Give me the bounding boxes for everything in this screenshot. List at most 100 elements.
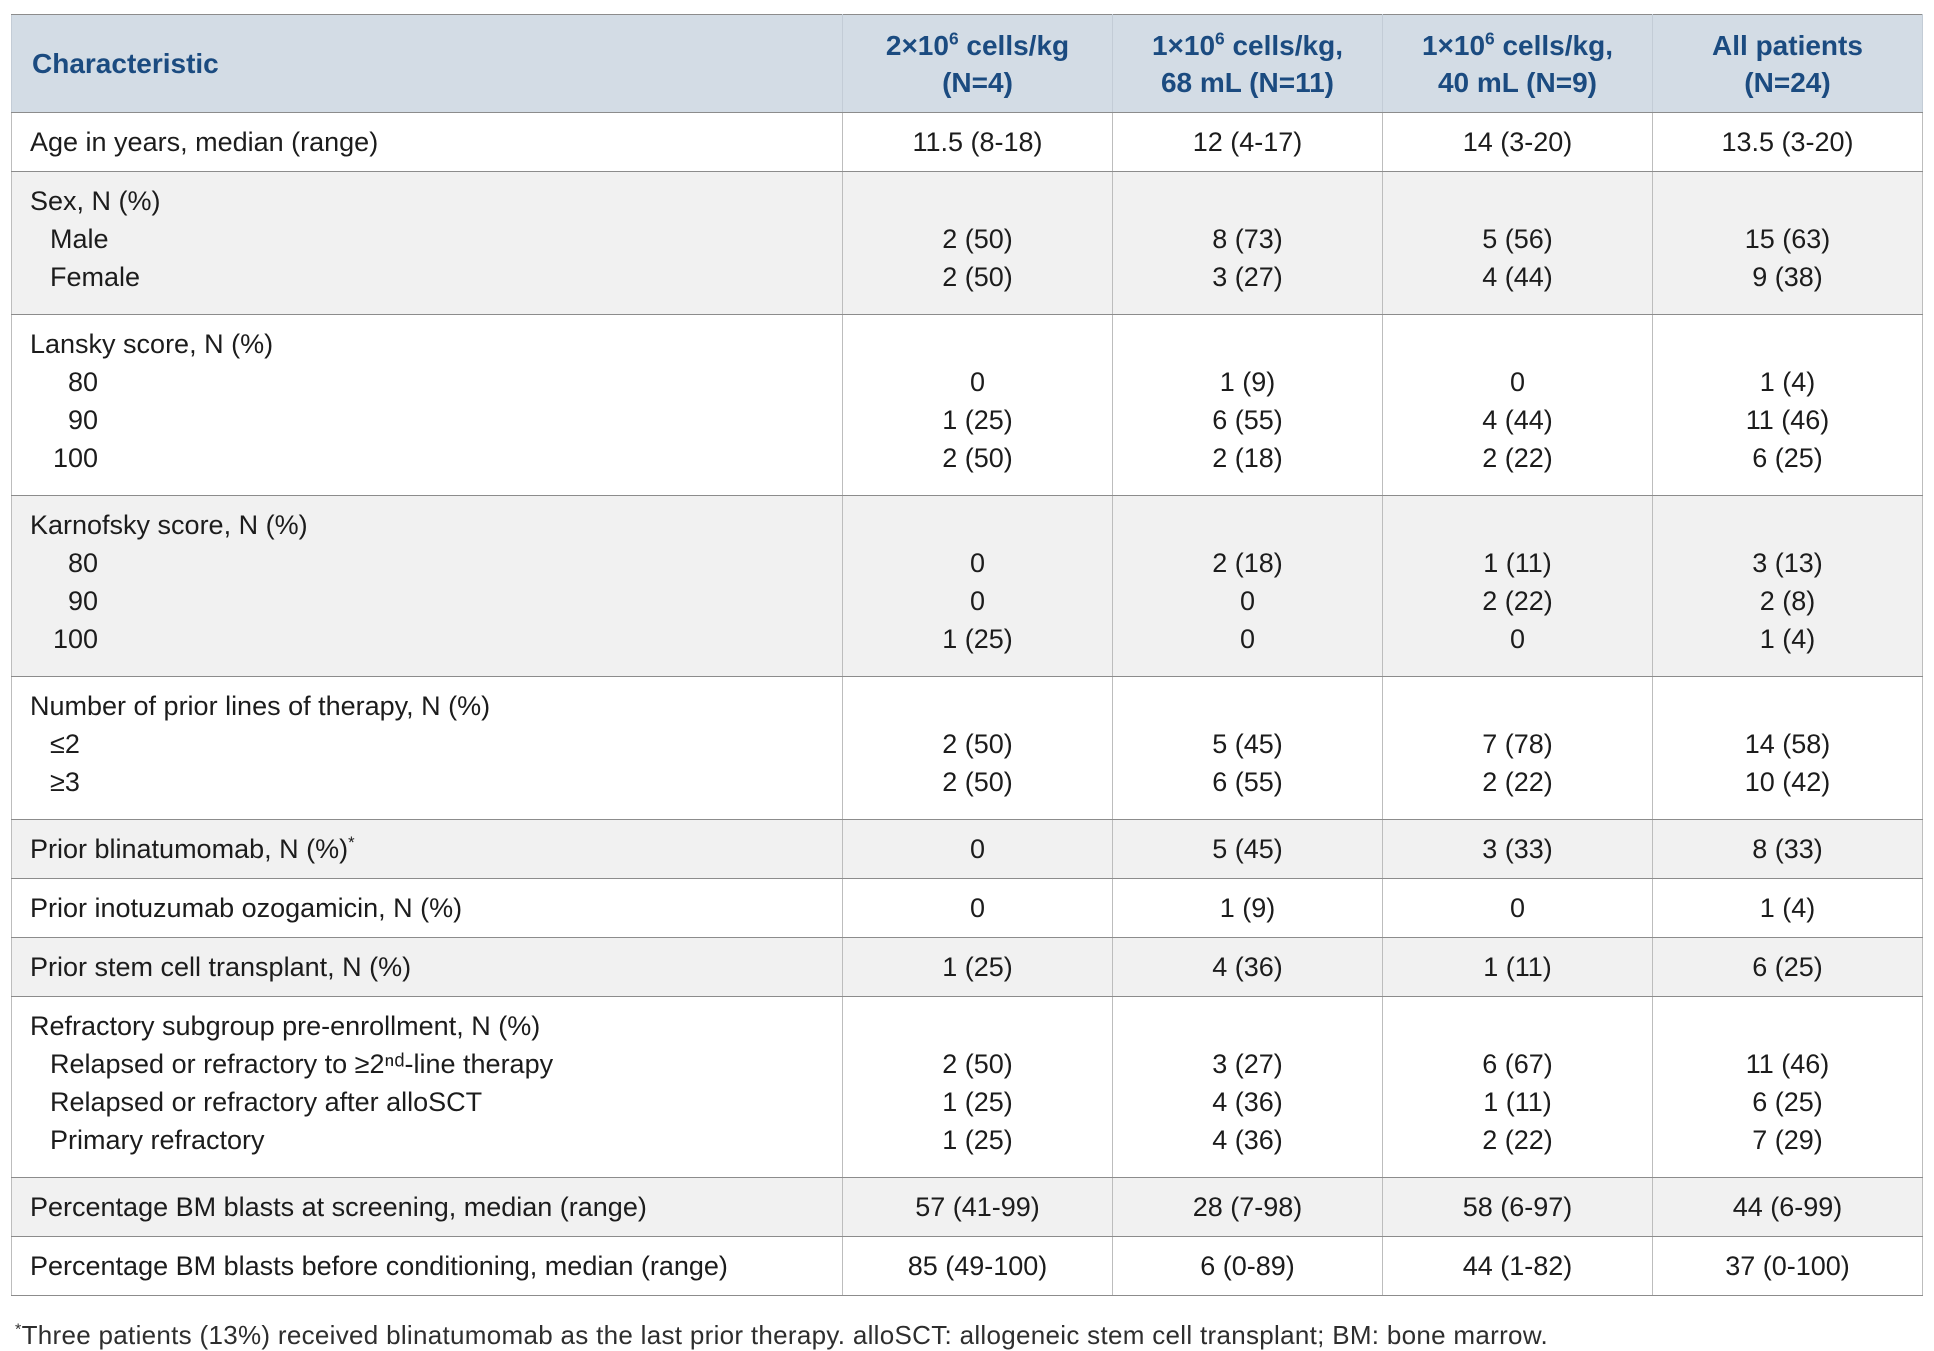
value-cell: 14 (3-20) [1381,112,1653,172]
cell-spacer [1119,506,1376,544]
footnote-asterisk: * [15,1320,22,1339]
row-label-cell: Lansky score, N (%) 80 90 100 [10,314,844,496]
header-row: Characteristic 2×106 cells/kg (N=4) 1×106 c… [10,14,1924,113]
value-cell: 0 4 (44) 2 (22) [1381,314,1653,496]
cell-value: 1 (4) [1759,624,1816,654]
value-cell: 6 (0-89) [1112,1236,1383,1296]
cell-value: 85 (49-100) [907,1251,1048,1281]
row-label-cell: Percentage BM blasts at screening, media… [10,1177,844,1237]
cell-value: 2 (8) [1759,586,1816,616]
row-label: Prior inotuzumab ozogamicin, N (%) [30,893,463,923]
row-label: Number of prior lines of therapy, N (%) [30,691,491,721]
header-line2: 40 mL (N=9) [1437,66,1597,98]
value-cell: 0 [842,878,1113,938]
cell-value: 2 (18) [1212,443,1283,473]
cell-value: 11.5 (8-18) [912,127,1043,157]
cell-value: 1 (11) [1483,952,1552,982]
sub-row-label: ≥3 [50,767,80,797]
value-cell: 1 (4) [1651,878,1924,938]
header-line2: (N=4) [942,66,1013,98]
cell-spacer [849,687,1106,725]
table-body: Age in years, median (range) 11.5 (8-18) 1… [10,112,1924,1296]
sub-row-label: 90 [67,405,98,435]
value-cell: 5 (45) 6 (55) [1112,676,1383,820]
cell-value: 0 [969,586,986,616]
cell-value: 6 (67) [1482,1049,1553,1079]
cell-value: 6 (55) [1212,767,1283,797]
value-cell: 28 (7-98) [1112,1177,1383,1237]
cell-spacer [1389,182,1646,220]
table-row: Percentage BM blasts before conditioning… [10,1236,1924,1296]
sub-row-label: 80 [67,367,98,397]
column-header-4: All patients (N=24) [1651,14,1924,113]
sub-row-label: Male [50,224,109,254]
value-cell: 44 (6-99) [1651,1177,1924,1237]
cell-value: 6 (0-89) [1200,1251,1295,1281]
row-label: Sex, N (%) [30,186,161,216]
footnote: *Three patients (13%) received blinatumo… [11,1320,1923,1351]
cell-spacer [1119,1007,1376,1045]
cell-value: 2 (50) [942,224,1013,254]
cell-value: 8 (33) [1752,834,1823,864]
cell-value: 2 (22) [1482,586,1553,616]
cell-value: 44 (1-82) [1462,1251,1573,1281]
row-label: Karnofsky score, N (%) [30,510,308,540]
header-superscript: 6 [1215,28,1225,49]
value-cell: 3 (27) 4 (36) 4 (36) [1112,996,1383,1178]
cell-value: 2 (50) [942,443,1013,473]
cell-value: 3 (13) [1752,548,1823,578]
sub-row-label: Relapsed or refractory to ≥2ⁿᵈ-line ther… [50,1049,554,1079]
row-label: Prior blinatumomab, N (%) [30,834,349,864]
row-label-asterisk: * [348,833,355,852]
column-header-3: 1×106 cells/kg, 40 mL (N=9) [1381,14,1653,113]
table-row: Sex, N (%) Male Female 2 (50) 2 (50) 8 (73)… [10,171,1924,315]
value-cell: 4 (36) [1112,937,1383,997]
cell-spacer [1659,182,1916,220]
value-cell: 11.5 (8-18) [842,112,1113,172]
cell-spacer [849,182,1106,220]
row-label-cell: Number of prior lines of therapy, N (%) ≤… [10,676,844,820]
cell-value: 6 (25) [1752,443,1823,473]
row-label-cell: Prior stem cell transplant, N (%) [10,937,844,997]
cell-value: 3 (27) [1212,1049,1283,1079]
value-cell: 8 (73) 3 (27) [1112,171,1383,315]
sub-row-label: 90 [67,586,98,616]
sub-row-label: 80 [67,548,98,578]
cell-spacer [1389,687,1646,725]
cell-value: 1 (25) [942,1087,1013,1117]
cell-spacer [1389,325,1646,363]
value-cell: 11 (46) 6 (25) 7 (29) [1651,996,1924,1178]
table-row: Percentage BM blasts at screening, media… [10,1177,1924,1237]
value-cell: 37 (0-100) [1651,1236,1924,1296]
cell-value: 2 (18) [1212,548,1283,578]
cell-spacer [1659,687,1916,725]
cell-value: 44 (6-99) [1732,1192,1843,1222]
cell-value: 8 (73) [1212,224,1283,254]
cell-spacer [849,506,1106,544]
sub-row-label: Relapsed or refractory after alloSCT [50,1087,483,1117]
cell-value: 2 (50) [942,262,1013,292]
row-label-cell: Percentage BM blasts before conditioning… [10,1236,844,1296]
header-line1: 1×10 [1421,29,1486,61]
value-cell: 1 (25) [842,937,1113,997]
cell-value: 7 (78) [1482,729,1553,759]
cell-value: 11 (46) [1745,1049,1830,1079]
table-row: Prior stem cell transplant, N (%) 1 (25) 4… [10,937,1924,997]
cell-value: 2 (22) [1482,767,1553,797]
sub-row-label: 100 [52,443,98,473]
cell-value: 4 (36) [1212,1087,1283,1117]
sub-row-label: Primary refractory [50,1125,265,1155]
cell-value: 0 [1239,586,1255,616]
cell-spacer [1119,182,1376,220]
header-line2: (N=24) [1744,66,1831,98]
value-cell: 7 (78) 2 (22) [1381,676,1653,820]
cell-spacer [849,1007,1106,1045]
row-label: Age in years, median (range) [30,127,379,157]
cell-spacer [1659,325,1916,363]
cell-value: 4 (36) [1212,952,1283,982]
cell-value: 5 (56) [1482,224,1553,254]
cell-value: 4 (44) [1482,262,1553,292]
cell-value: 1 (4) [1759,367,1816,397]
cell-value: 6 (55) [1212,405,1283,435]
table-row: Prior blinatumomab, N (%)* 0 5 (45) 3 (33) 8… [10,819,1924,879]
